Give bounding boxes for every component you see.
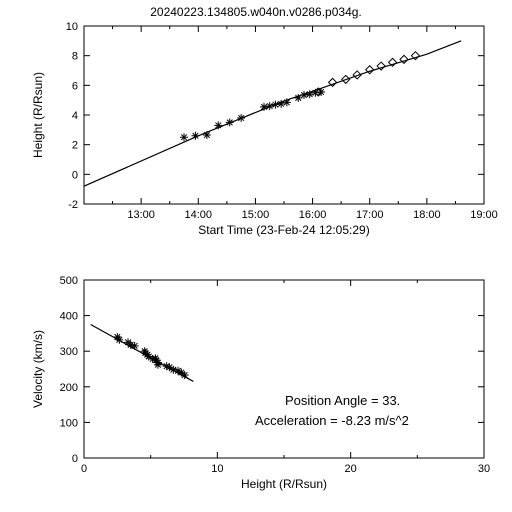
ytick-label: 0: [72, 453, 78, 465]
ytick-label: 2: [72, 140, 78, 152]
asterisk-marker: [214, 121, 222, 129]
xtick-label: 14:00: [185, 209, 213, 221]
asterisk-marker: [271, 101, 279, 109]
annotation: Acceleration = -8.23 m/s^2: [255, 413, 409, 428]
figure-title: 20240223.134805.w040n.v0286.p034g.: [150, 5, 362, 19]
xtick-label: 30: [478, 463, 490, 475]
plot-box: [84, 280, 484, 458]
asterisk-marker: [300, 91, 308, 99]
asterisk-marker: [203, 131, 211, 139]
plot-box: [84, 26, 484, 204]
asterisk-marker: [266, 102, 274, 110]
asterisk-marker: [154, 361, 162, 369]
asterisk-marker: [277, 100, 285, 108]
ytick-label: 6: [72, 80, 78, 92]
xtick-label: 16:00: [299, 209, 327, 221]
xtick-label: 0: [81, 463, 87, 475]
asterisk-marker: [226, 118, 234, 126]
ytick-label: -2: [68, 199, 78, 211]
ytick-label: 8: [72, 51, 78, 63]
xtick-label: 20: [345, 463, 357, 475]
asterisk-marker: [283, 98, 291, 106]
ytick-label: 200: [60, 382, 78, 394]
asterisk-marker: [131, 342, 139, 350]
xtick-label: 10: [211, 463, 223, 475]
xtick-label: 18:00: [413, 209, 441, 221]
ytick-label: 400: [60, 311, 78, 323]
xtick-label: 17:00: [356, 209, 384, 221]
asterisk-marker: [237, 114, 245, 122]
ytick-label: 500: [60, 275, 78, 287]
ylabel: Velocity (km/s): [31, 330, 45, 408]
ylabel: Height (R/Rsun): [31, 72, 45, 158]
xlabel: Height (R/Rsun): [241, 477, 327, 491]
asterisk-marker: [260, 103, 268, 111]
xtick-label: 13:00: [127, 209, 155, 221]
annotation: Position Angle = 33.: [285, 393, 400, 408]
xlabel: Start Time (23-Feb-24 12:05:29): [198, 223, 369, 237]
ytick-label: 300: [60, 346, 78, 358]
asterisk-marker: [180, 133, 188, 141]
ytick-label: 4: [72, 110, 78, 122]
ytick-label: 10: [66, 21, 78, 33]
xtick-label: 19:00: [470, 209, 498, 221]
xtick-label: 15:00: [242, 209, 270, 221]
ytick-label: 0: [72, 169, 78, 181]
ytick-label: 100: [60, 417, 78, 429]
figure: 20240223.134805.w040n.v0286.p034g. 13:00 1…: [0, 0, 512, 512]
asterisk-marker: [191, 132, 199, 140]
